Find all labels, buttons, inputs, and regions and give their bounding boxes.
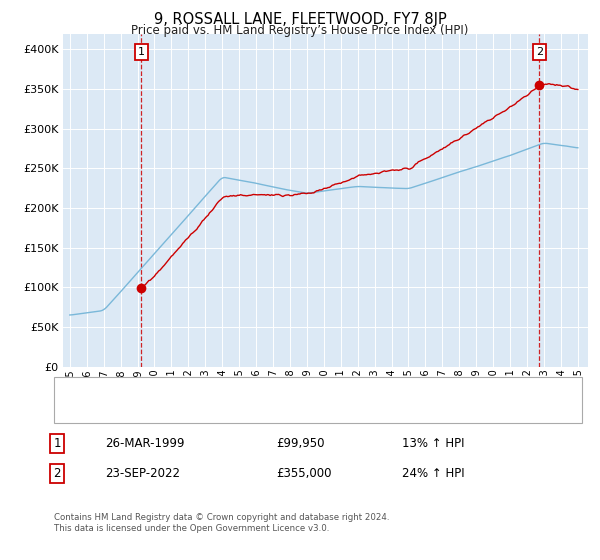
Text: 9, ROSSALL LANE, FLEETWOOD, FY7 8JP: 9, ROSSALL LANE, FLEETWOOD, FY7 8JP <box>154 12 446 27</box>
Text: 23-SEP-2022: 23-SEP-2022 <box>105 466 180 480</box>
Text: 24% ↑ HPI: 24% ↑ HPI <box>402 466 464 480</box>
Text: 2: 2 <box>53 466 61 480</box>
Text: 9, ROSSALL LANE, FLEETWOOD, FY7 8JP (detached house): 9, ROSSALL LANE, FLEETWOOD, FY7 8JP (det… <box>111 385 414 395</box>
Text: £99,950: £99,950 <box>276 437 325 450</box>
Text: Contains HM Land Registry data © Crown copyright and database right 2024.: Contains HM Land Registry data © Crown c… <box>54 513 389 522</box>
Text: 13% ↑ HPI: 13% ↑ HPI <box>402 437 464 450</box>
Text: 2: 2 <box>536 47 543 57</box>
Text: Price paid vs. HM Land Registry’s House Price Index (HPI): Price paid vs. HM Land Registry’s House … <box>131 24 469 36</box>
Text: This data is licensed under the Open Government Licence v3.0.: This data is licensed under the Open Gov… <box>54 524 329 533</box>
Text: 1: 1 <box>53 437 61 450</box>
Text: 26-MAR-1999: 26-MAR-1999 <box>105 437 185 450</box>
Text: 1: 1 <box>138 47 145 57</box>
Text: HPI: Average price, detached house, Wyre: HPI: Average price, detached house, Wyre <box>111 405 331 415</box>
Text: £355,000: £355,000 <box>276 466 331 480</box>
